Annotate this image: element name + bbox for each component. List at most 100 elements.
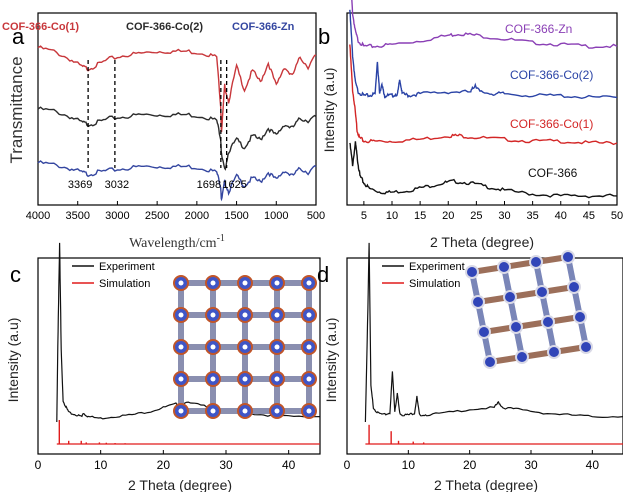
panel-b-tick-label: 50 (611, 210, 623, 222)
panel-c-frame (37, 257, 321, 455)
panel-b-tick-label: 10 (386, 210, 398, 222)
panel-c-xlabel: 2 Theta (degree) (128, 477, 232, 492)
structure-node (483, 355, 497, 369)
panel-c-experiment-line (56, 242, 321, 423)
structure-node-center (178, 376, 184, 382)
structure-node-center (242, 408, 248, 414)
structure-node (497, 260, 511, 274)
panel-a-annotation: 1698 (197, 179, 221, 191)
panel-b-tick-label: 20 (442, 210, 454, 222)
panel-a-tick-label: 1000 (264, 210, 288, 222)
panel-b-xlabel: 2 Theta (degree) (430, 234, 534, 250)
panel-b-tick-label: 5 (361, 210, 367, 222)
panel-b-tick-label: 45 (583, 210, 595, 222)
panel-c-legend-label: Simulation (99, 278, 150, 290)
structure-node-center (178, 280, 184, 286)
panel-a-series-line (37, 45, 317, 133)
panel-d-legend-label: Simulation (409, 278, 460, 290)
panel-b-series-label: COF-366-Zn (505, 22, 572, 36)
structure-node (465, 265, 479, 279)
panel-a-series-label: COF-366-Co(1) (2, 21, 79, 33)
panel-a-series-label: COF-366-Co(2) (126, 21, 203, 33)
panel-d-xlabel: 2 Theta (degree) (434, 477, 538, 492)
panel-b-tick-label: 40 (555, 210, 567, 222)
panel-b-series (349, 0, 618, 199)
panel-a: 4000 3500 3000 2500 2000 1500 1000 500 3369 3032… (2, 12, 325, 251)
structure-node-center (210, 408, 216, 414)
panel-d-series (364, 242, 623, 445)
panel-b-series-label: COF-366-Co(1) (510, 117, 593, 131)
panel-c-tick-label: 10 (94, 458, 108, 472)
panel-a-annotation: 3369 (68, 179, 92, 191)
structure-node (529, 255, 543, 269)
panel-a-frame (37, 12, 317, 206)
panel-c-structure-image (173, 275, 317, 419)
panel-a-xlabel-sup: -1 (217, 233, 225, 244)
panel-a-annotation: 3032 (105, 179, 129, 191)
structure-node-center (210, 312, 216, 318)
structure-node-center (306, 312, 312, 318)
structure-node-center (178, 408, 184, 414)
structure-node (547, 345, 561, 359)
panel-b-frame (346, 12, 618, 206)
structure-node-center (274, 376, 280, 382)
panel-a-x-ticks: 4000 3500 3000 2500 2000 1500 1000 500 (26, 201, 325, 222)
structure-node (503, 290, 517, 304)
panel-b: 5 10 15 20 25 30 35 40 45 50 COF-366-Zn COF-366-Co… (318, 0, 623, 250)
panel-c-x-ticks: 0 10 20 30 40 (35, 450, 296, 472)
structure-node-center (306, 280, 312, 286)
structure-node-center (210, 280, 216, 286)
panel-c-legend-label: Experiment (99, 261, 155, 273)
panel-a-tick-label: 500 (307, 210, 325, 222)
structure-node-center (274, 408, 280, 414)
panel-c-tick-label: 20 (157, 458, 171, 472)
structure-node-center (274, 344, 280, 350)
panel-b-ylabel: Intensity (a.u) (321, 68, 337, 153)
panel-d-label: d (317, 262, 329, 287)
panel-c-tick-label: 40 (282, 458, 296, 472)
panel-a-tick-label: 4000 (26, 210, 50, 222)
panel-d-tick-label: 30 (524, 458, 538, 472)
panel-d-legend-label: Experiment (409, 261, 465, 273)
panel-d-tick-label: 0 (344, 458, 351, 472)
panel-d-frame (346, 257, 623, 455)
panel-b-tick-label: 30 (498, 210, 510, 222)
panel-b-series-label: COF-366-Co(2) (510, 68, 593, 82)
panel-d-experiment-line (364, 242, 623, 423)
panel-d-legend: Experiment Simulation (382, 261, 465, 290)
panel-a-tick-label: 3500 (65, 210, 89, 222)
structure-node (509, 320, 523, 334)
structure-node (471, 295, 485, 309)
panel-c-label: c (10, 262, 21, 287)
panel-d: 0 10 20 30 40 Experiment Simulation d Intensi… (317, 242, 623, 492)
panel-a-xlabel: Wavelength/cm-1 (129, 233, 225, 251)
structure-node-center (306, 376, 312, 382)
panel-b-label: b (318, 24, 330, 49)
panel-d-x-ticks: 0 10 20 30 40 (344, 450, 599, 472)
panel-a-label: a (12, 24, 25, 49)
panel-a-tick-label: 1500 (224, 210, 248, 222)
panel-d-structure-image (465, 250, 593, 369)
structure-node-center (210, 376, 216, 382)
panel-b-x-ticks: 5 10 15 20 25 30 35 40 45 50 (361, 201, 623, 222)
structure-node (515, 350, 529, 364)
panel-b-tick-label: 15 (414, 210, 426, 222)
panel-b-series-line (349, 9, 618, 100)
panel-a-ylabel: Transmittance (7, 56, 26, 163)
panel-b-series-label: COF-366 (528, 166, 578, 180)
panel-b-tick-label: 35 (527, 210, 539, 222)
panel-a-tick-label: 2500 (145, 210, 169, 222)
structure-node-center (210, 344, 216, 350)
panel-a-series-labels: COF-366-Co(1) COF-366-Co(2) COF-366-Zn (2, 21, 295, 33)
panel-a-tick-label: 3000 (105, 210, 129, 222)
structure-node-center (306, 408, 312, 414)
structure-node (541, 315, 555, 329)
structure-node-center (274, 280, 280, 286)
panel-b-series-line (351, 0, 618, 49)
panel-a-series-line (37, 106, 317, 171)
structure-node (535, 285, 549, 299)
structure-node (477, 325, 491, 339)
panel-c-ylabel: Intensity (a.u) (5, 318, 21, 403)
panel-d-tick-label: 10 (402, 458, 416, 472)
panel-c-legend: Experiment Simulation (72, 261, 155, 290)
